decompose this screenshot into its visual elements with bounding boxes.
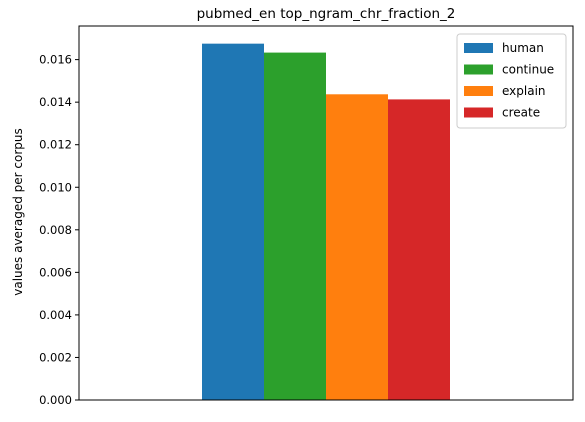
legend-label-continue: continue <box>502 63 554 77</box>
y-axis-label: values averaged per corpus <box>11 128 25 296</box>
legend-label-explain: explain <box>502 84 546 98</box>
plot-frame <box>78 25 574 401</box>
bar-continue <box>264 52 326 401</box>
y-tick-label: 0.014 <box>39 95 72 109</box>
legend: human continue explain create <box>456 33 567 129</box>
legend-swatch-human <box>464 43 493 53</box>
legend-swatch-create <box>464 107 493 118</box>
y-axis-ticks: 0.000 0.002 0.004 0.006 0.008 0.010 0.012 0.014… <box>39 53 79 407</box>
y-tick-label: 0.004 <box>39 308 72 322</box>
chart-title: pubmed_en top_ngram_chr_fraction_2 <box>197 6 456 22</box>
y-tick-label: 0.010 <box>39 180 72 194</box>
bars <box>202 43 450 401</box>
y-tick-label: 0.002 <box>39 350 72 364</box>
y-tick-label: 0.012 <box>39 138 72 152</box>
bar-explain <box>326 94 388 400</box>
legend-swatch-explain <box>464 86 493 96</box>
legend-label-create: create <box>502 106 540 120</box>
legend-box <box>456 33 567 129</box>
bar-create <box>388 99 450 400</box>
y-tick-label: 0.016 <box>39 53 72 67</box>
y-tick-label: 0.006 <box>39 265 72 279</box>
y-tick-label: 0.000 <box>39 393 72 407</box>
legend-label-human: human <box>502 41 544 55</box>
legend-swatch-continue <box>464 64 493 75</box>
y-tick-label: 0.008 <box>39 223 72 237</box>
bar-human <box>202 43 264 401</box>
